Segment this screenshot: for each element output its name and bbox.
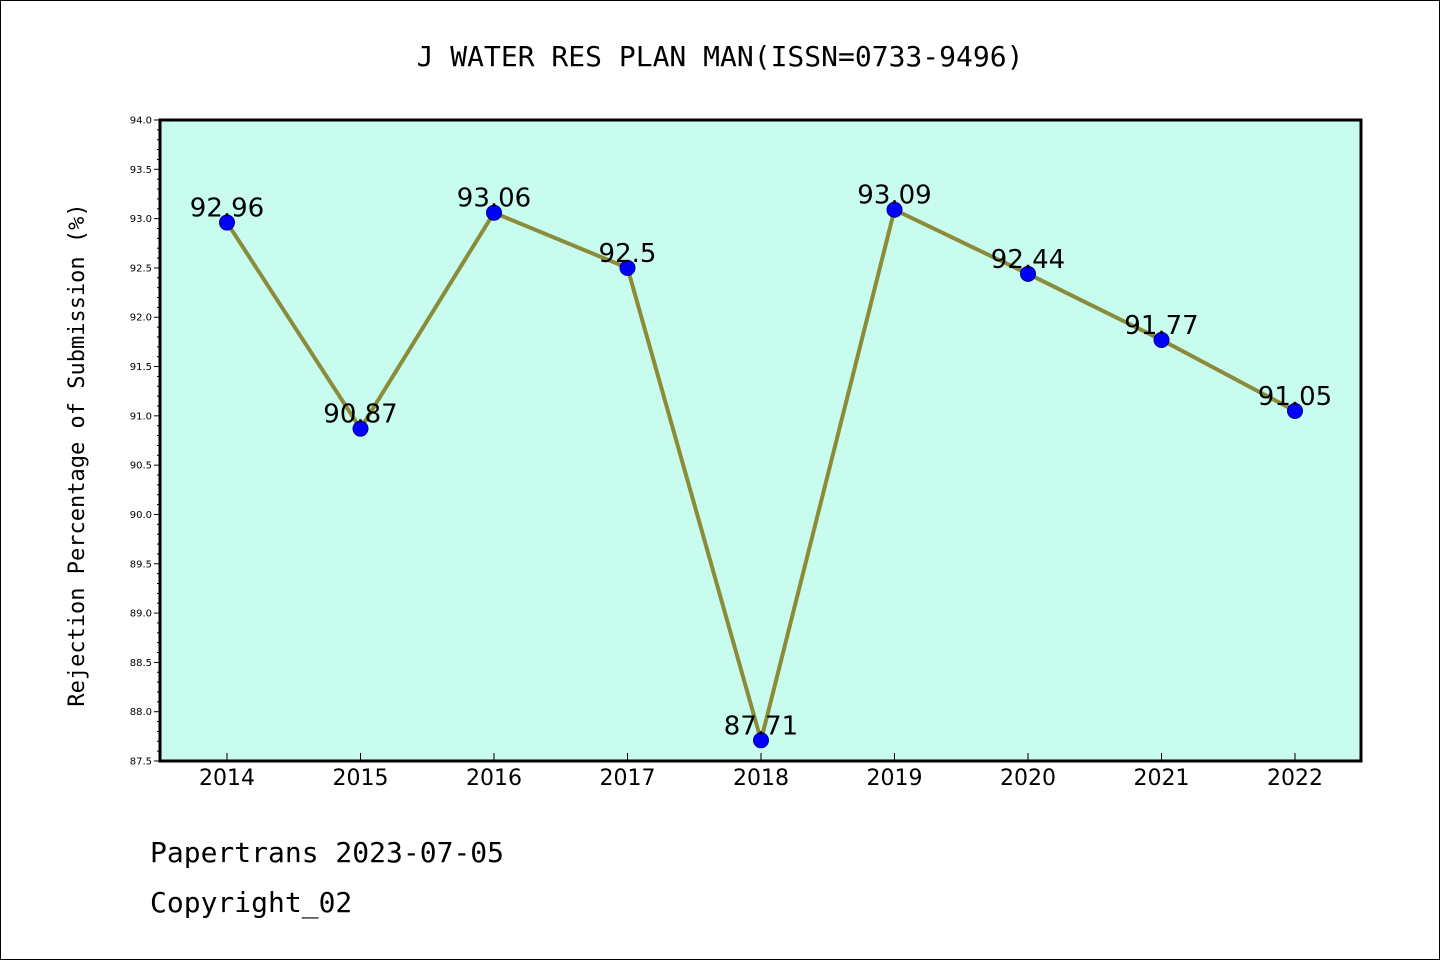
y-tick-label: 87.5	[130, 757, 152, 768]
data-point	[219, 214, 235, 231]
x-tick-label: 2015	[333, 766, 389, 791]
x-tick-label: 2019	[867, 766, 923, 791]
y-axis-label: Rejection Percentage of Submission (%)	[65, 203, 90, 706]
x-tick-label: 2018	[733, 766, 789, 791]
chart-title: J WATER RES PLAN MAN(ISSN=0733-9496)	[417, 40, 1024, 73]
y-tick-label: 89.5	[130, 559, 152, 570]
y-tick-label: 90.0	[130, 510, 152, 521]
data-label: 93.09	[857, 181, 931, 211]
y-tick-label: 88.5	[130, 658, 152, 669]
x-tick-label: 2021	[1134, 766, 1190, 791]
x-tick-label: 2016	[466, 766, 522, 791]
data-label: 92.44	[991, 245, 1065, 275]
y-tick-label: 94.0	[130, 116, 152, 127]
data-point	[886, 201, 903, 218]
x-tick-label: 2017	[600, 766, 656, 791]
x-tick-label: 2022	[1267, 766, 1323, 791]
data-label: 93.06	[457, 184, 531, 214]
data-label: 87.71	[724, 711, 798, 741]
y-tick-label: 92.5	[130, 263, 152, 274]
data-label: 91.77	[1124, 311, 1198, 341]
data-markers	[219, 201, 1303, 749]
y-tick-label: 89.0	[130, 609, 152, 620]
data-label: 92.96	[190, 194, 264, 224]
x-tick-label: 2020	[1000, 766, 1056, 791]
data-point	[1020, 265, 1036, 282]
data-point	[619, 259, 636, 276]
data-labels: 92.96 90.87 93.06 92.5 87.71 93.09 92.44 91.77 9…	[190, 181, 1332, 742]
data-point	[753, 732, 769, 749]
footer-copyright: Copyright_02	[150, 886, 353, 919]
y-axis-ticks: 87.5 88.0 88.5 89.0 89.5 90.0 90.5 91.0 91.5 92.0…	[130, 116, 160, 768]
data-point	[486, 204, 502, 221]
footer-date: Papertrans 2023-07-05	[150, 836, 505, 869]
data-point	[352, 420, 369, 437]
y-tick-label: 91.5	[130, 362, 152, 373]
data-point	[1153, 331, 1170, 348]
y-tick-label: 88.0	[130, 707, 152, 718]
x-tick-label: 2014	[199, 766, 255, 791]
x-axis-ticks: 2014 2015 2016 2017 2018 2019 2020 2021 2022	[199, 753, 1323, 791]
y-tick-label: 90.5	[130, 461, 152, 472]
y-tick-label: 93.5	[130, 165, 152, 176]
data-label: 91.05	[1258, 382, 1332, 412]
y-tick-label: 93.0	[130, 214, 152, 225]
y-tick-label: 92.0	[130, 313, 152, 324]
plot-area	[158, 118, 1363, 763]
y-tick-label: 91.0	[130, 411, 152, 422]
data-label: 92.5	[599, 239, 657, 269]
data-label: 90.87	[323, 400, 397, 430]
data-point	[1287, 402, 1303, 419]
